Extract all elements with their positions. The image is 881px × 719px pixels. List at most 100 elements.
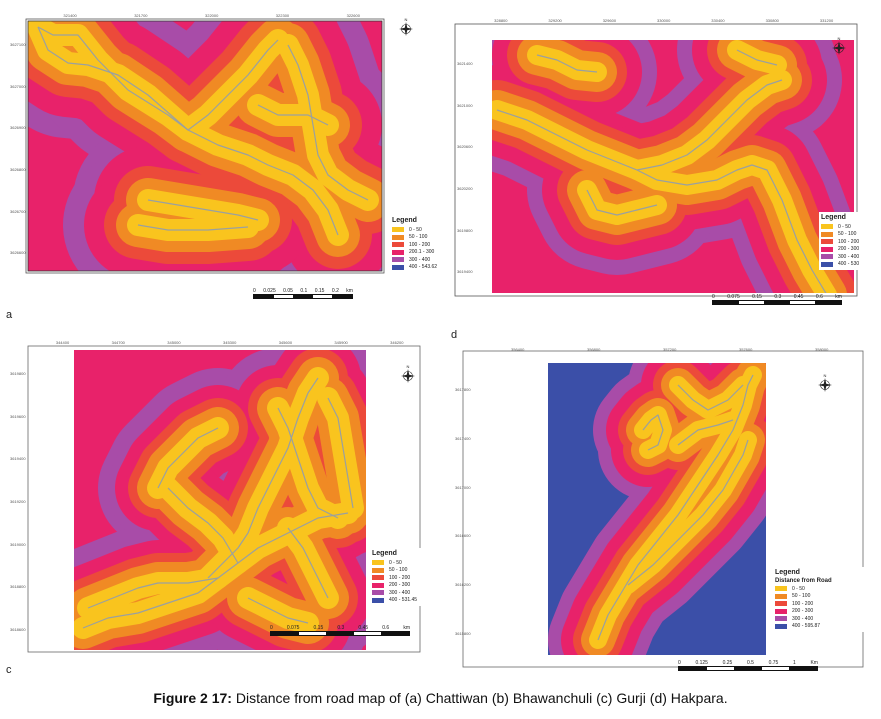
map-a-bands (28, 21, 382, 271)
panel-letter-c: c (6, 664, 12, 676)
grid-coordinate-label: 344700 (111, 340, 125, 345)
grid-coordinate-label: 322300 (275, 13, 290, 18)
scale-tick: 1 (793, 660, 796, 666)
legend-swatch (392, 227, 404, 233)
legend-item: 200.1 - 300 (392, 249, 452, 257)
legend-item: 50 - 100 (821, 231, 881, 239)
legend-c: Legend 0 - 50 50 - 100 100 - 200 200 - 300 3… (370, 548, 438, 606)
legend-item: 50 - 100 (775, 593, 865, 601)
road-line (677, 419, 734, 446)
road-line (82, 512, 349, 629)
distance-map-d (462, 350, 864, 668)
scale-tick: 0.05 (283, 288, 293, 294)
scale-tick: 0.2 (331, 288, 339, 294)
map-panel-d: N Legend Distance from Road 0 - 50 50 - 1… (453, 345, 873, 679)
legend-swatch (775, 616, 787, 622)
road-line (536, 54, 598, 73)
legend-label: 50 - 100 (389, 567, 408, 574)
legend-item: 100 - 200 (392, 241, 452, 249)
legend-item: 400 - 595.87 (775, 623, 865, 631)
road-line (37, 26, 189, 131)
north-arrow-icon: N (829, 36, 849, 58)
grid-coordinate-label: 356800 (587, 347, 601, 352)
legend-swatch (392, 264, 404, 270)
scale-unit: Km (810, 660, 818, 666)
grid-coordinate-label: 3619400 (10, 456, 26, 462)
scale-unit: km (835, 294, 842, 300)
scale-tick: 0.125 (695, 660, 708, 666)
scale-unit: km (346, 288, 353, 294)
scale-tick: 0.15 (752, 294, 762, 300)
legend-swatch (372, 560, 384, 566)
legend-swatch (775, 601, 787, 607)
svg-text:N: N (838, 36, 841, 41)
legend-label: 50 - 100 (838, 231, 857, 238)
scale-tick: 0.075 (727, 294, 740, 300)
grid-coordinate-label: 3627000 (10, 83, 26, 89)
grid-coordinate-label: 3617000 (455, 484, 471, 490)
legend-item: 0 - 50 (821, 223, 881, 231)
legend-item: 300 - 400 (372, 589, 436, 597)
map-panel-a: N Legend 0 - 50 50 - 100 100 - 200 200.1 - … (6, 5, 437, 321)
grid-coordinate-label: 329600 (602, 18, 617, 23)
grid-coordinate-label: 357600 (739, 347, 753, 352)
road-line (277, 407, 339, 519)
legend-swatch (392, 234, 404, 240)
map-c-bands (74, 350, 366, 650)
legend-item: 200 - 300 (821, 246, 881, 254)
legend-item: 300 - 400 (392, 256, 452, 264)
grid-coordinate-label: 3620600 (457, 144, 473, 150)
road-line (327, 397, 354, 509)
grid-coordinate-label: 330800 (765, 18, 779, 23)
scale-tick: 0.45 (358, 625, 369, 631)
road-line (287, 44, 369, 201)
grid-coordinate-label: 331200 (819, 18, 834, 23)
grid-coordinate-label: 3617800 (455, 387, 471, 393)
scale-bar-b: 0 0.075 0.15 0.3 0.45 0.6 km (712, 293, 842, 305)
north-arrow-icon: N (396, 17, 416, 39)
legend-label: 100 - 200 (389, 574, 411, 581)
road-line (627, 439, 749, 586)
legend-swatch (372, 597, 384, 603)
road-line (147, 199, 259, 221)
legend-item: 0 - 50 (372, 559, 436, 567)
legend-item: 100 - 200 (775, 600, 865, 608)
road-line (137, 224, 249, 231)
legend-swatch (821, 246, 833, 252)
grid-coordinate-label: 3626900 (10, 125, 26, 131)
distance-map-b (454, 23, 858, 297)
grid-coordinate-label: 328800 (494, 18, 508, 23)
legend-item: 50 - 100 (372, 567, 436, 575)
legend-swatch (821, 254, 833, 260)
panel-letter-b: b (449, 0, 455, 2)
distance-map-c (27, 345, 421, 653)
road-line (287, 527, 329, 599)
road-line (167, 487, 239, 564)
scale-tick: 0.15 (313, 625, 324, 631)
road-line (642, 414, 664, 451)
svg-text:N: N (405, 17, 408, 22)
legend-swatch (775, 623, 787, 629)
scale-tick: 0.75 (768, 660, 779, 666)
grid-coordinate-label: 322000 (205, 13, 219, 18)
legend-item: 200 - 300 (775, 608, 865, 616)
grid-coordinate-label: 3617400 (455, 436, 471, 441)
legend-swatch (392, 257, 404, 263)
grid-coordinate-label: 3627100 (10, 41, 26, 47)
grid-coordinate-label: 3619000 (10, 541, 26, 547)
grid-coordinate-label: 3618600 (10, 626, 26, 632)
legend-label: 200 - 300 (792, 608, 814, 615)
grid-coordinate-label: 357200 (663, 347, 677, 352)
road-line (597, 374, 754, 641)
legend-label: 300 - 400 (409, 256, 431, 263)
grid-coordinate-label: 3616200 (455, 582, 471, 587)
legend-b: Legend 0 - 50 50 - 100 100 - 200 200 - 300 3… (819, 212, 881, 270)
grid-coordinate-label: 330400 (711, 18, 725, 23)
grid-coordinate-label: 3621400 (457, 60, 473, 66)
grid-coordinate-label: 3620200 (457, 185, 473, 191)
legend-swatch (372, 590, 384, 596)
grid-coordinate-label: 3619200 (10, 499, 26, 504)
legend-label: 100 - 200 (792, 600, 814, 607)
legend-item: 0 - 50 (775, 585, 865, 593)
legend-item: 100 - 200 (372, 574, 436, 582)
